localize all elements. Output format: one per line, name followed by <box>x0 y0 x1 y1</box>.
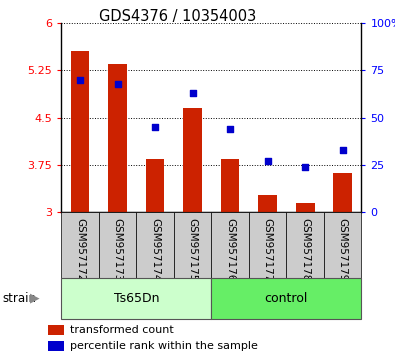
Point <box>152 124 158 130</box>
Bar <box>146 159 164 212</box>
Text: ▶: ▶ <box>30 292 40 305</box>
Bar <box>249 212 286 278</box>
Bar <box>258 195 277 212</box>
Bar <box>174 212 211 278</box>
Text: GSM957178: GSM957178 <box>300 218 310 281</box>
Bar <box>286 212 324 278</box>
Bar <box>211 278 361 319</box>
Bar <box>61 278 211 319</box>
Point <box>340 147 346 153</box>
Text: GSM957179: GSM957179 <box>338 218 348 281</box>
Text: percentile rank within the sample: percentile rank within the sample <box>70 341 258 351</box>
Bar <box>211 212 249 278</box>
Bar <box>333 173 352 212</box>
Text: control: control <box>265 292 308 305</box>
Bar <box>324 212 361 278</box>
Bar <box>108 64 127 212</box>
Bar <box>48 341 64 351</box>
Bar <box>296 203 314 212</box>
Text: GSM957176: GSM957176 <box>225 218 235 281</box>
Bar <box>61 212 99 278</box>
Point <box>302 164 308 170</box>
Text: GSM957172: GSM957172 <box>75 218 85 281</box>
Text: transformed count: transformed count <box>70 325 174 335</box>
Bar <box>48 325 64 335</box>
Point <box>115 81 121 86</box>
Text: GSM957174: GSM957174 <box>150 218 160 281</box>
Point <box>190 90 196 96</box>
Bar <box>221 159 239 212</box>
Text: GSM957175: GSM957175 <box>188 218 198 281</box>
Text: GSM957173: GSM957173 <box>113 218 122 281</box>
Bar <box>136 212 174 278</box>
Text: GSM957177: GSM957177 <box>263 218 273 281</box>
Bar <box>99 212 136 278</box>
Text: strain: strain <box>2 292 36 305</box>
Bar <box>183 108 202 212</box>
Text: GDS4376 / 10354003: GDS4376 / 10354003 <box>99 9 256 24</box>
Point <box>227 126 233 132</box>
Text: Ts65Dn: Ts65Dn <box>113 292 159 305</box>
Point <box>77 77 83 83</box>
Point <box>265 159 271 164</box>
Bar <box>71 51 89 212</box>
